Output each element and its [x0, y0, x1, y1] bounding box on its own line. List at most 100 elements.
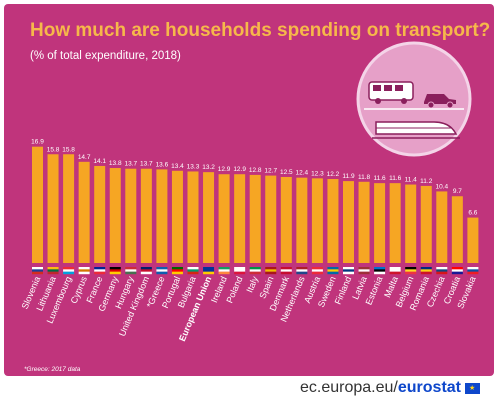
value-label: 16.9	[31, 139, 44, 146]
bar-italy	[249, 174, 261, 263]
bar-sweden	[327, 179, 339, 263]
bar-spain	[265, 175, 277, 263]
bar-cyprus	[78, 161, 90, 263]
flag-icon	[343, 267, 354, 275]
category-label: Italy	[244, 274, 260, 294]
bar-germany	[109, 168, 121, 263]
flag-icon	[187, 267, 199, 275]
flag-icon	[125, 267, 137, 275]
flag-icon	[171, 267, 183, 275]
value-label: 11.6	[389, 175, 402, 182]
value-label: 12.9	[233, 166, 246, 173]
flag-icon	[389, 267, 401, 275]
flag-icon	[467, 267, 479, 275]
bar-luxembourg	[63, 154, 75, 263]
flag-icon	[78, 267, 90, 275]
value-label: 12.2	[327, 171, 340, 178]
bar-europeanunion	[203, 172, 215, 263]
bar-lithuania	[47, 154, 59, 263]
flag-icon	[296, 267, 308, 275]
flag-icon	[420, 267, 432, 275]
value-label: 12.7	[264, 168, 277, 175]
value-label: 12.3	[311, 170, 324, 177]
footnote: *Greece: 2017 data	[24, 366, 81, 373]
value-label: 14.7	[78, 154, 91, 161]
value-label: 10.4	[435, 183, 448, 190]
flag-icon	[94, 267, 106, 275]
transport-illustration	[356, 41, 472, 157]
bar-greece	[156, 169, 168, 263]
bar-malta	[389, 183, 401, 263]
flag-icon	[374, 267, 386, 275]
value-label: 13.8	[109, 160, 122, 167]
value-label: 12.5	[280, 169, 293, 176]
flag-icon	[63, 267, 75, 275]
value-label: 13.2	[202, 164, 215, 171]
chart-title: How much are households spending on tran…	[30, 20, 491, 41]
eurostat-footer: ec.europa.eu/ eurostat ★	[300, 379, 480, 397]
value-label: 13.6	[156, 161, 169, 168]
value-label: 11.4	[405, 177, 418, 184]
bar-slovenia	[32, 146, 43, 263]
value-label: 15.8	[62, 146, 75, 153]
flag-icon	[249, 267, 261, 275]
bar-france	[94, 165, 106, 263]
train-icon	[372, 121, 460, 139]
flag-icon	[265, 267, 277, 275]
bar-czechia	[436, 191, 448, 263]
footer-domain: ec.europa.eu/	[300, 379, 398, 396]
value-label: 13.3	[187, 163, 200, 170]
bus-icon	[368, 81, 414, 104]
value-label: 11.9	[342, 173, 355, 180]
bar-bulgaria	[187, 171, 199, 263]
footer-brand: eurostat	[397, 379, 461, 396]
chart-subtitle: (% of total expenditure, 2018)	[30, 50, 181, 62]
flag-icon	[203, 267, 215, 275]
flag-icon	[280, 267, 292, 275]
car-icon	[424, 94, 456, 109]
bar-netherlands	[296, 177, 308, 263]
flag-icon	[311, 267, 323, 275]
value-label: 13.7	[124, 161, 137, 168]
value-label: 13.7	[140, 161, 153, 168]
eu-flag-icon: ★	[465, 382, 480, 394]
flag-icon	[436, 267, 448, 275]
bar-austria	[311, 178, 323, 263]
flag-icon	[47, 267, 59, 275]
flag-icon	[358, 267, 370, 275]
flag-icon	[451, 267, 463, 275]
bar-chart: 16.915.8 15.814.714.1 13.8 13.7 13.7 13.6 13.4…	[20, 41, 479, 343]
bar-slovakia	[467, 217, 479, 263]
flag-icon	[156, 267, 168, 275]
value-label: 12.4	[296, 170, 309, 177]
flag-icon	[327, 267, 339, 275]
value-label: 11.8	[358, 174, 371, 181]
value-label: 11.6	[374, 175, 387, 182]
bar-croatia	[451, 196, 463, 263]
bar-portugal	[171, 170, 183, 263]
value-label: 14.1	[93, 158, 106, 165]
value-label: 12.9	[218, 166, 231, 173]
value-label: 9.7	[453, 188, 462, 195]
flag-icon	[234, 267, 246, 275]
bar-belgium	[405, 184, 417, 263]
flag-icon	[32, 267, 43, 275]
bar-latvia	[358, 181, 370, 263]
value-label: 12.8	[249, 167, 262, 174]
bar-poland	[234, 174, 246, 263]
flag-icon	[140, 267, 152, 275]
bar-estonia	[374, 183, 386, 263]
bar-unitedkingdom	[140, 168, 152, 263]
flag-icon	[405, 267, 417, 275]
value-label: 15.8	[47, 146, 60, 153]
value-label: 13.4	[171, 163, 184, 170]
flag-icon	[109, 267, 121, 275]
infographic-card: How much are households spending on tran…	[4, 4, 494, 376]
bar-denmark	[280, 176, 292, 263]
value-label: 11.2	[420, 178, 433, 185]
value-label: 6.6	[468, 210, 477, 217]
bar-finland	[343, 181, 354, 263]
bar-hungary	[125, 168, 137, 263]
flag-icon	[218, 267, 230, 275]
bar-ireland	[218, 174, 230, 263]
